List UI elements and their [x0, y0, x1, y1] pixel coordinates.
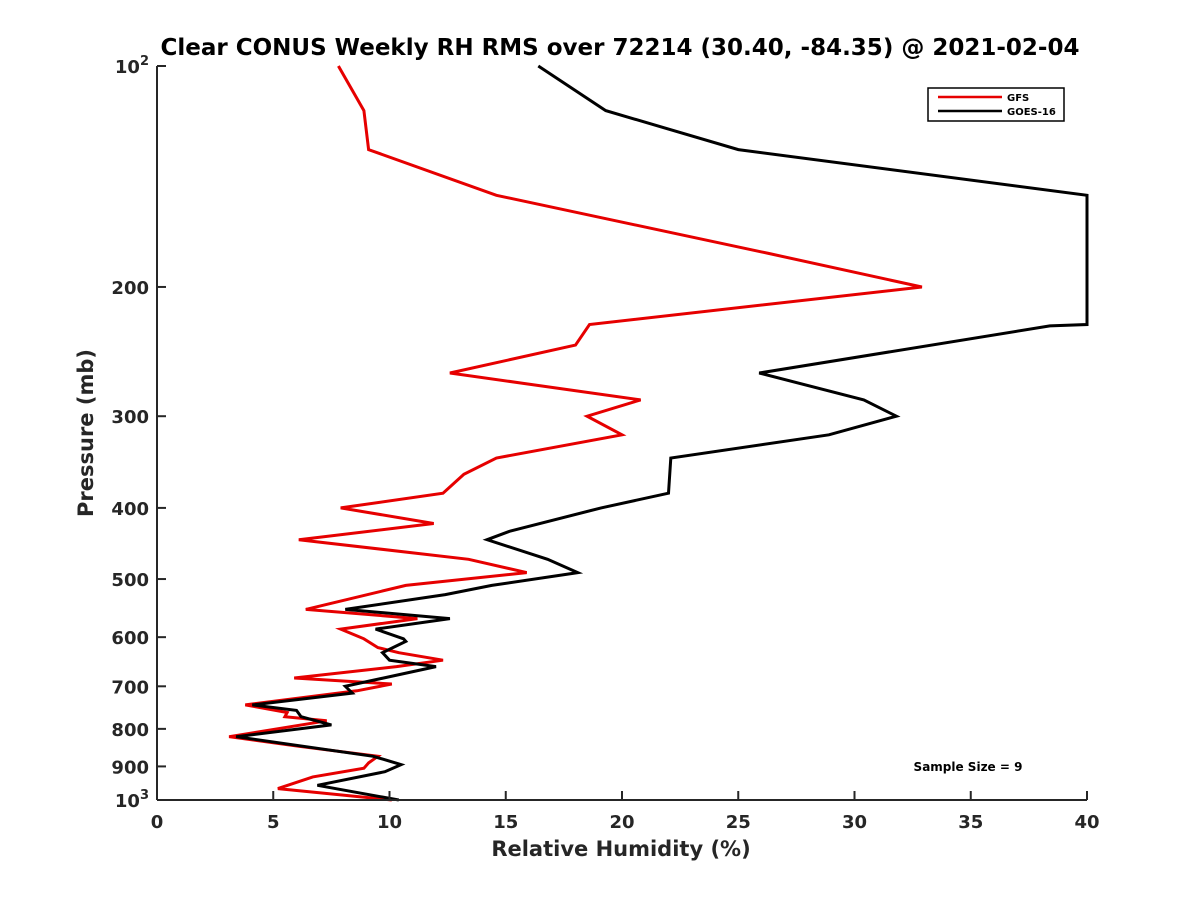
y-tick-label: 500 — [111, 570, 149, 591]
y-ticks: 102 200 300 400 500 600 700 800 900 103 — [111, 54, 166, 812]
x-axis-label: Relative Humidity (%) — [491, 837, 750, 861]
legend-label-goes16: GOES-16 — [1007, 107, 1056, 118]
y-tick-label: 700 — [111, 677, 149, 698]
y-tick-label: 103 — [115, 788, 149, 812]
legend-box — [927, 87, 1065, 122]
x-tick-label: 10 — [377, 812, 402, 833]
series-line-goes16 — [235, 64, 1089, 802]
x-tick-label: 25 — [726, 812, 751, 833]
legend-label-gfs: GFS — [1007, 93, 1029, 104]
legend: GFS GOES-16 — [927, 87, 1065, 122]
series-layer — [228, 64, 1089, 802]
y-tick-label: 200 — [111, 278, 149, 299]
x-tick-label: 5 — [267, 812, 280, 833]
x-ticks: 0 5 10 15 20 25 30 35 40 — [151, 791, 1100, 833]
y-axis-label: Pressure (mb) — [74, 349, 98, 517]
x-tick-label: 40 — [1074, 812, 1099, 833]
y-tick-label: 800 — [111, 720, 149, 741]
y-tick-label: 600 — [111, 628, 149, 649]
chart-title: Clear CONUS Weekly RH RMS over 72214 (30… — [161, 35, 1080, 61]
y-tick-label: 300 — [111, 407, 149, 428]
x-tick-label: 35 — [958, 812, 983, 833]
x-tick-label: 20 — [609, 812, 634, 833]
y-tick-label: 400 — [111, 499, 149, 520]
x-tick-label: 15 — [493, 812, 518, 833]
x-tick-label: 0 — [151, 812, 164, 833]
x-tick-label: 30 — [842, 812, 867, 833]
sample-size-annotation: Sample Size = 9 — [914, 760, 1023, 774]
y-tick-label: 102 — [115, 54, 149, 78]
y-tick-label: 900 — [111, 757, 149, 778]
